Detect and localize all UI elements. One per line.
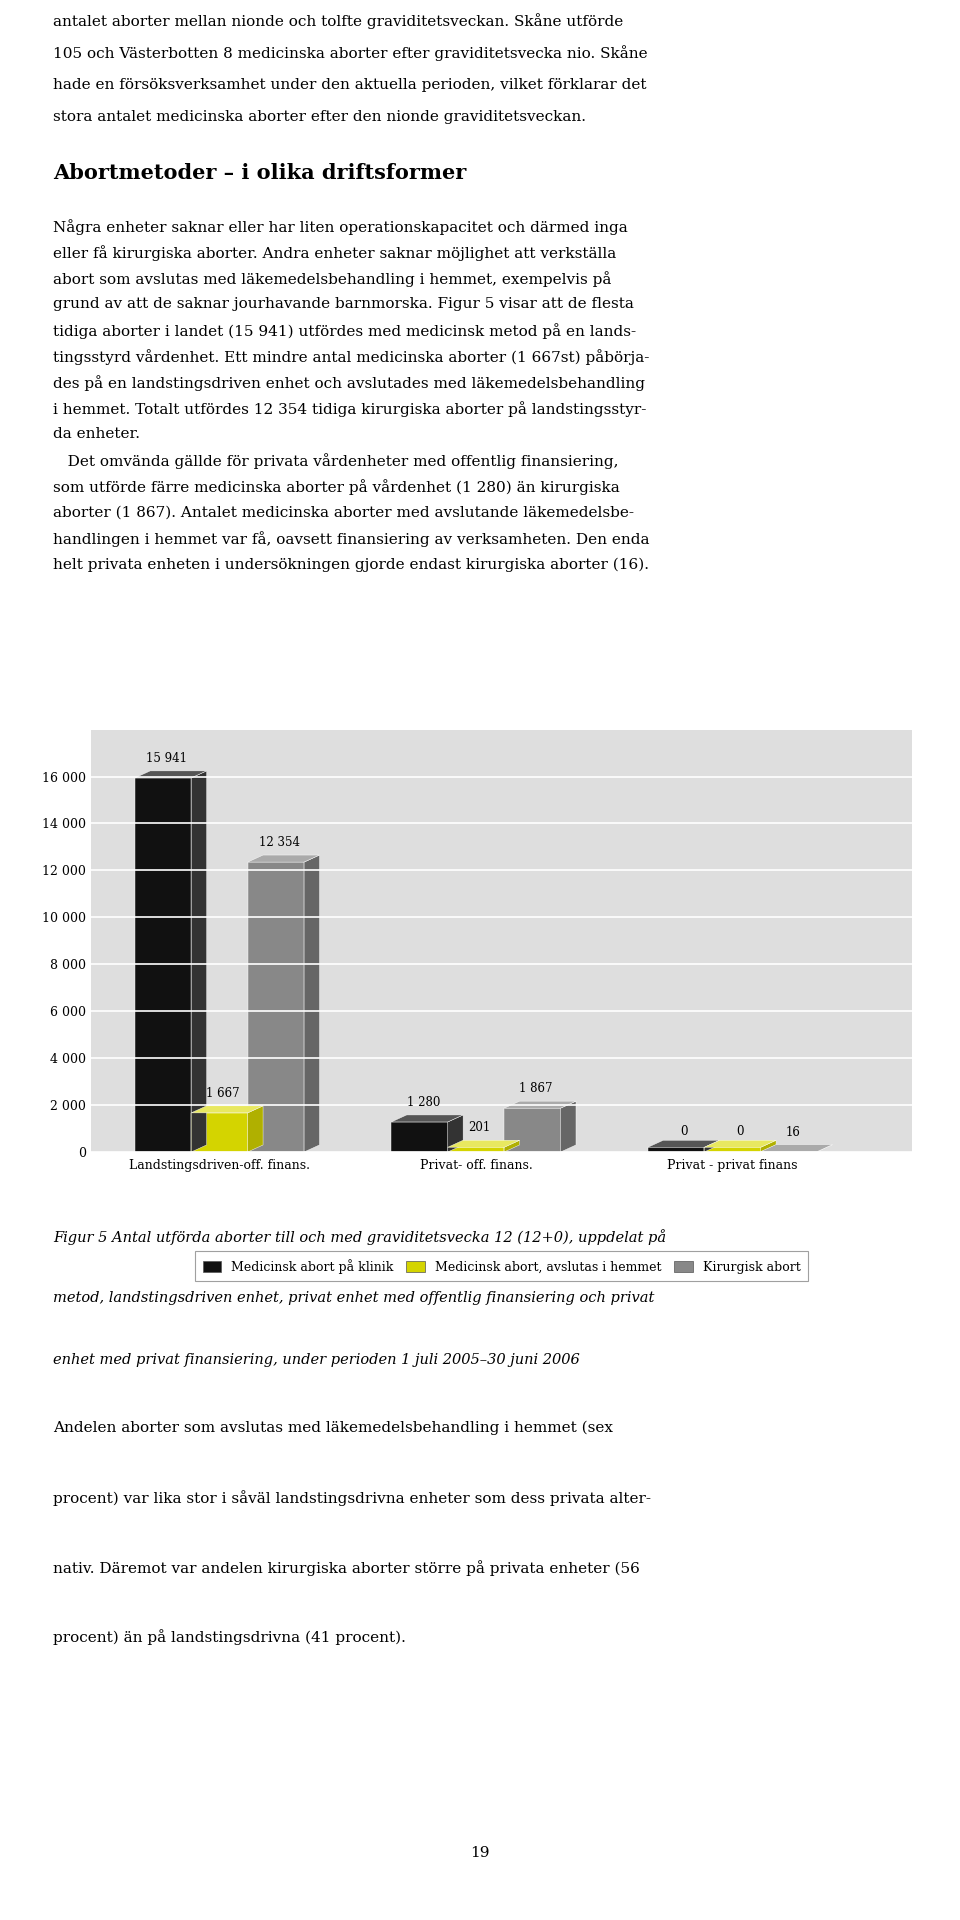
Text: 12 354: 12 354 <box>259 837 300 849</box>
Polygon shape <box>817 1144 832 1152</box>
Polygon shape <box>191 1106 263 1114</box>
Legend: Medicinsk abort på klinik, Medicinsk abort, avslutas i hemmet, Kirurgisk abort: Medicinsk abort på klinik, Medicinsk abo… <box>195 1252 808 1281</box>
Polygon shape <box>191 770 206 1152</box>
Polygon shape <box>705 1140 776 1148</box>
Text: 201: 201 <box>468 1121 491 1135</box>
Text: 15 941: 15 941 <box>146 753 187 764</box>
Text: eller få kirurgiska aborter. Andra enheter saknar möjlighet att verkställa: eller få kirurgiska aborter. Andra enhet… <box>53 246 616 261</box>
Polygon shape <box>248 862 304 1152</box>
Polygon shape <box>760 1140 776 1152</box>
Polygon shape <box>134 770 206 778</box>
Text: Abortmetoder – i olika driftsformer: Abortmetoder – i olika driftsformer <box>53 163 466 182</box>
Polygon shape <box>248 1106 263 1152</box>
Text: Det omvända gällde för privata vårdenheter med offentlig finansiering,: Det omvända gällde för privata vårdenhet… <box>53 453 618 468</box>
Text: 0: 0 <box>736 1125 744 1139</box>
Polygon shape <box>447 1140 519 1148</box>
Text: antalet aborter mellan nionde och tolfte graviditetsveckan. Skåne utförde: antalet aborter mellan nionde och tolfte… <box>53 13 623 29</box>
Text: metod, landstingsdriven enhet, privat enhet med offentlig finansiering och priva: metod, landstingsdriven enhet, privat en… <box>53 1290 654 1306</box>
Text: procent) än på landstingsdrivna (41 procent).: procent) än på landstingsdrivna (41 proc… <box>53 1630 406 1645</box>
Polygon shape <box>561 1102 576 1152</box>
Text: helt privata enheten i undersökningen gjorde endast kirurgiska aborter (16).: helt privata enheten i undersökningen gj… <box>53 557 649 572</box>
Polygon shape <box>705 1148 760 1152</box>
Polygon shape <box>392 1121 447 1152</box>
Polygon shape <box>191 1114 248 1152</box>
Text: 0: 0 <box>680 1125 687 1139</box>
Text: nativ. Däremot var andelen kirurgiska aborter större på privata enheter (56: nativ. Däremot var andelen kirurgiska ab… <box>53 1559 639 1576</box>
Text: Andelen aborter som avslutas med läkemedelsbehandling i hemmet (sex: Andelen aborter som avslutas med läkemed… <box>53 1421 612 1434</box>
Text: tidiga aborter i landet (15 941) utfördes med medicinsk metod på en lands-: tidiga aborter i landet (15 941) utförde… <box>53 323 636 340</box>
Polygon shape <box>648 1148 705 1152</box>
Text: aborter (1 867). Antalet medicinska aborter med avslutande läkemedelsbе-: aborter (1 867). Antalet medicinska abor… <box>53 505 634 520</box>
Text: 19: 19 <box>470 1845 490 1860</box>
Text: stora antalet medicinska aborter efter den nionde graviditetsveckan.: stora antalet medicinska aborter efter d… <box>53 109 586 123</box>
Text: des på en landstingsdriven enhet och avslutades med läkemedelsbehandling: des på en landstingsdriven enhet och avs… <box>53 374 645 392</box>
Text: grund av att de saknar jourhavande barnmorska. Figur 5 visar att de flesta: grund av att de saknar jourhavande barnm… <box>53 298 634 311</box>
Polygon shape <box>304 854 320 1152</box>
Polygon shape <box>447 1148 504 1152</box>
Polygon shape <box>760 1144 832 1152</box>
Polygon shape <box>504 1102 576 1108</box>
Polygon shape <box>392 1116 463 1121</box>
Text: 105 och Västerbotten 8 medicinska aborter efter graviditetsvecka nio. Skåne: 105 och Västerbotten 8 medicinska aborte… <box>53 46 647 61</box>
Text: da enheter.: da enheter. <box>53 428 140 442</box>
Polygon shape <box>705 1140 720 1152</box>
Text: handlingen i hemmet var få, oavsett finansiering av verksamheten. Den enda: handlingen i hemmet var få, oavsett fina… <box>53 532 649 547</box>
Text: procent) var lika stor i såväl landstingsdrivna enheter som dess privata alter-: procent) var lika stor i såväl landsting… <box>53 1490 651 1507</box>
Polygon shape <box>134 778 191 1152</box>
Text: hade en försöksverksamhet under den aktuella perioden, vilket förklarar det: hade en försöksverksamhet under den aktu… <box>53 77 646 92</box>
Polygon shape <box>648 1140 720 1148</box>
Text: 1 667: 1 667 <box>206 1087 240 1100</box>
Polygon shape <box>248 854 320 862</box>
Polygon shape <box>504 1140 519 1152</box>
Text: tingsstyrd vårdenhet. Ett mindre antal medicinska aborter (1 667st) påbörja-: tingsstyrd vårdenhet. Ett mindre antal m… <box>53 349 649 365</box>
Text: 1 280: 1 280 <box>407 1096 440 1110</box>
Text: som utförde färre medicinska aborter på vårdenhet (1 280) än kirurgiska: som utförde färre medicinska aborter på … <box>53 480 619 495</box>
Text: Figur 5 Antal utförda aborter till och med graviditetsvecka 12 (12+0), uppdelat : Figur 5 Antal utförda aborter till och m… <box>53 1229 666 1244</box>
Text: 16: 16 <box>785 1125 801 1139</box>
Polygon shape <box>504 1108 561 1152</box>
Text: 1 867: 1 867 <box>519 1083 553 1094</box>
Text: i hemmet. Totalt utfördes 12 354 tidiga kirurgiska aborter på landstingsstyr-: i hemmet. Totalt utfördes 12 354 tidiga … <box>53 401 646 417</box>
Text: Några enheter saknar eller har liten operationskapacitet och därmed inga: Några enheter saknar eller har liten ope… <box>53 219 628 234</box>
Text: enhet med privat finansiering, under perioden 1 juli 2005–30 juni 2006: enhet med privat finansiering, under per… <box>53 1354 580 1367</box>
Polygon shape <box>447 1116 463 1152</box>
Text: abort som avslutas med läkemedelsbehandling i hemmet, exempelvis på: abort som avslutas med läkemedelsbehandl… <box>53 271 612 286</box>
